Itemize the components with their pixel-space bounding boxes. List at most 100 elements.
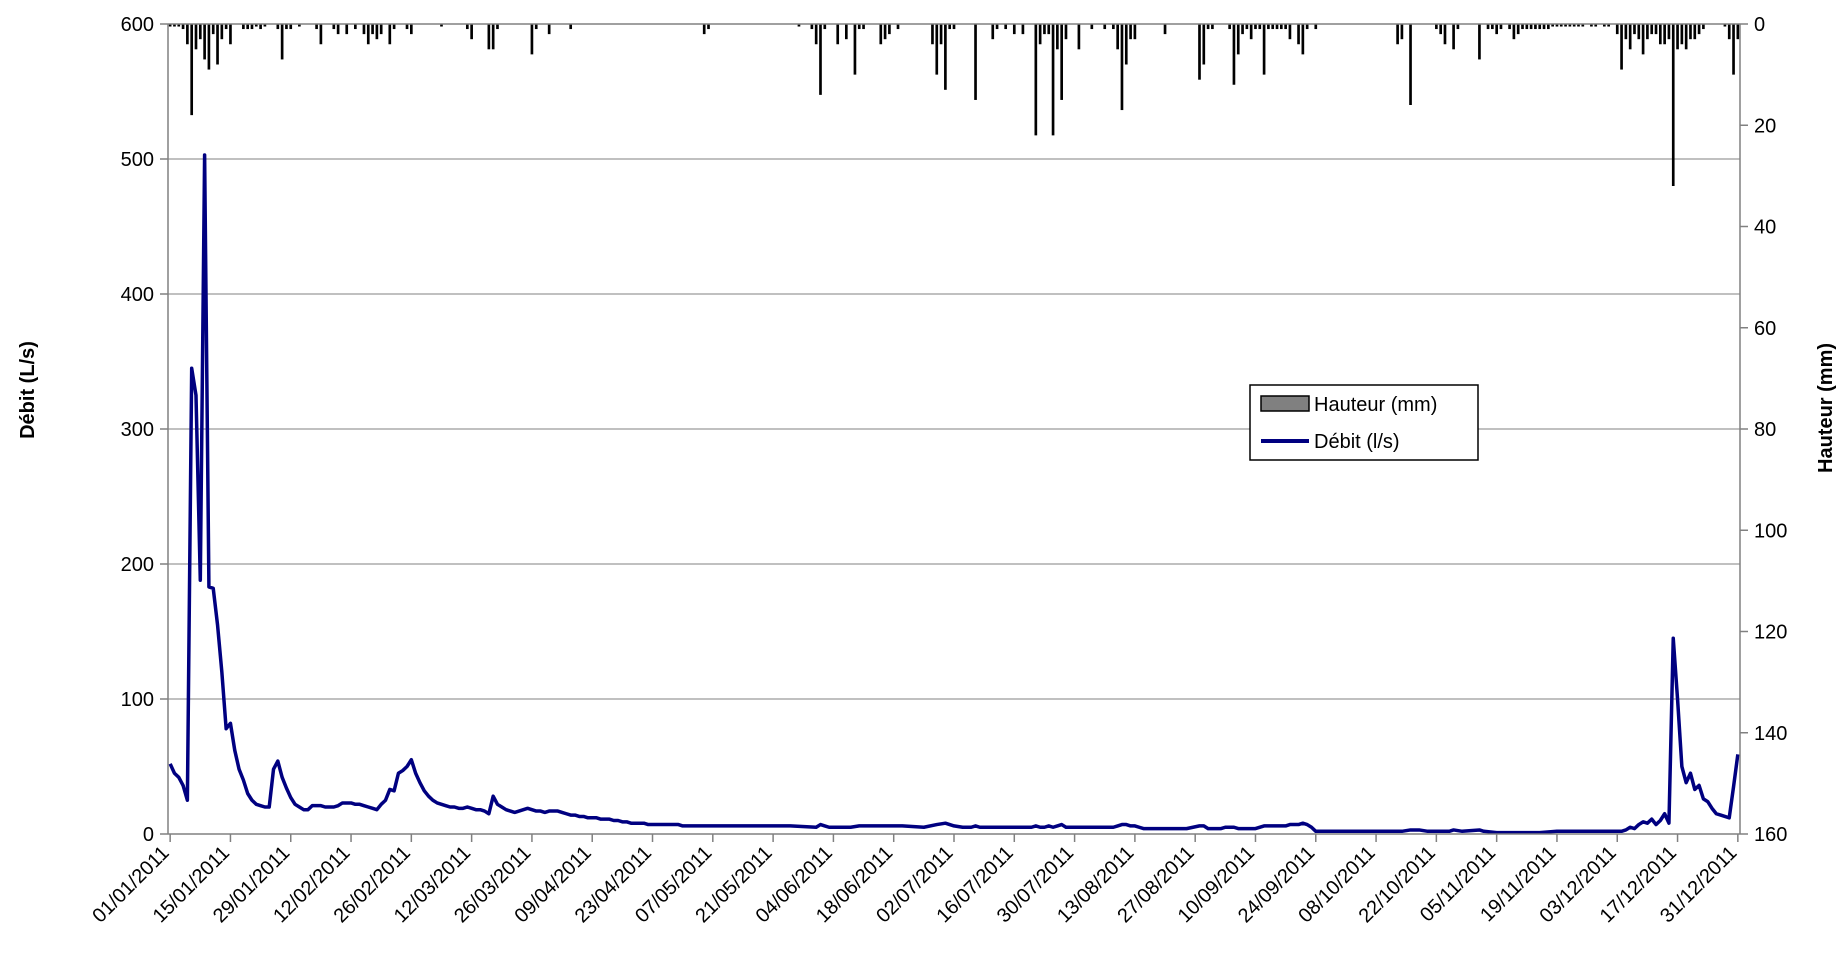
rain-bar xyxy=(1064,24,1068,40)
rain-bar xyxy=(1112,24,1115,30)
rain-bar xyxy=(530,24,534,55)
rain-bar xyxy=(280,24,284,60)
rain-bar xyxy=(1056,24,1059,50)
rain-bar xyxy=(1512,24,1516,40)
rain-bar xyxy=(1680,24,1684,45)
rain-bar xyxy=(1628,24,1632,50)
rain-bar xyxy=(1034,24,1038,136)
rain-bar xyxy=(857,24,861,30)
rain-bar xyxy=(1508,24,1511,30)
rain-bar xyxy=(1297,24,1300,45)
rain-bar xyxy=(1676,24,1679,50)
rain-bar xyxy=(1284,24,1287,30)
rain-bar xyxy=(1607,24,1610,27)
rain-bar xyxy=(362,24,366,35)
rain-bar xyxy=(470,24,473,40)
rain-bar xyxy=(1047,24,1051,35)
rain-bar xyxy=(168,24,172,27)
rain-bar xyxy=(1133,24,1137,40)
rain-bar xyxy=(1275,24,1279,30)
rain-bar xyxy=(1551,24,1554,27)
rain-bar xyxy=(1693,24,1697,40)
left-y-tick-label: 600 xyxy=(121,14,154,36)
rain-bar xyxy=(1211,24,1214,30)
rain-bar xyxy=(1495,24,1498,35)
right-y-tick-label: 40 xyxy=(1754,217,1776,239)
flow-series-line xyxy=(168,153,1740,835)
rain-bar xyxy=(1271,24,1275,30)
rain-bar xyxy=(496,24,499,30)
rain-bar xyxy=(888,24,891,35)
rain-bar xyxy=(1120,24,1124,111)
rain-bar xyxy=(1684,24,1688,50)
rain-bar xyxy=(1439,24,1443,35)
rain-bar xyxy=(844,24,848,40)
rain-bar xyxy=(1249,24,1253,40)
rain-bar xyxy=(1671,24,1675,186)
rain-bar xyxy=(862,24,865,30)
rain-bar xyxy=(1581,24,1585,27)
rain-bar xyxy=(879,24,883,45)
rain-bar xyxy=(1288,24,1292,40)
rain-bar xyxy=(388,24,392,45)
rain-bar xyxy=(707,24,710,30)
rain-bar xyxy=(1525,24,1529,30)
rain-bar xyxy=(1667,24,1671,40)
left-y-tick-label: 300 xyxy=(121,419,154,441)
rain-bar xyxy=(1262,24,1266,75)
rain-bar xyxy=(948,24,952,30)
rain-bar xyxy=(1021,24,1025,35)
rain-bar xyxy=(797,24,801,27)
rain-bar xyxy=(1314,24,1318,30)
rain-bar xyxy=(1258,24,1262,30)
rain-bar xyxy=(1038,24,1042,45)
rain-bar xyxy=(1555,24,1559,27)
rain-bar xyxy=(1478,24,1481,60)
right-y-tick-label: 160 xyxy=(1754,824,1787,846)
rain-bar xyxy=(810,24,814,30)
legend: Hauteur (mm) Débit (l/s) xyxy=(1249,384,1479,461)
flow-line xyxy=(168,153,1740,835)
rain-bar xyxy=(702,24,706,35)
right-y-tick-label: 100 xyxy=(1754,520,1787,542)
rain-bar xyxy=(1641,24,1645,55)
legend-label-debit: Débit (l/s) xyxy=(1314,431,1400,453)
rain-bar xyxy=(198,24,202,40)
rain-bar xyxy=(1697,24,1701,35)
rain-bar xyxy=(354,24,357,30)
rain-bar xyxy=(285,24,288,30)
rain-bar xyxy=(1499,24,1503,30)
legend-swatch-bar xyxy=(1260,395,1310,412)
rain-bar xyxy=(1736,24,1740,40)
rain-bar xyxy=(1663,24,1666,45)
rain-bar xyxy=(1198,24,1201,80)
rain-bar xyxy=(491,24,495,50)
rain-bar xyxy=(203,24,206,60)
rain-bar xyxy=(289,24,293,30)
rain-bar xyxy=(259,24,262,30)
rain-bar xyxy=(1004,24,1008,30)
rain-bar xyxy=(1077,24,1081,50)
rain-bar xyxy=(229,24,232,45)
rain-bar xyxy=(1103,24,1107,30)
rain-bar xyxy=(883,24,887,40)
rain-bar xyxy=(242,24,245,30)
rain-bar xyxy=(465,24,469,30)
rain-bar xyxy=(1723,24,1727,27)
rain-bar xyxy=(298,24,301,27)
rain-bar xyxy=(1409,24,1412,105)
rain-bar xyxy=(952,24,956,30)
right-y-tick-label: 120 xyxy=(1754,622,1787,644)
rain-bar xyxy=(1232,24,1236,85)
rain-bar xyxy=(1400,24,1404,40)
rain-bar xyxy=(1538,24,1542,30)
legend-label-hauteur: Hauteur (mm) xyxy=(1314,394,1437,416)
rain-bar xyxy=(1301,24,1305,55)
right-y-tick-label: 60 xyxy=(1754,318,1776,340)
rain-bar xyxy=(1051,24,1055,136)
rain-bar xyxy=(1615,24,1619,35)
left-y-tick-label: 0 xyxy=(143,824,154,846)
rain-bar xyxy=(207,24,211,70)
rain-bar xyxy=(1443,24,1447,45)
rain-bar xyxy=(1236,24,1240,55)
